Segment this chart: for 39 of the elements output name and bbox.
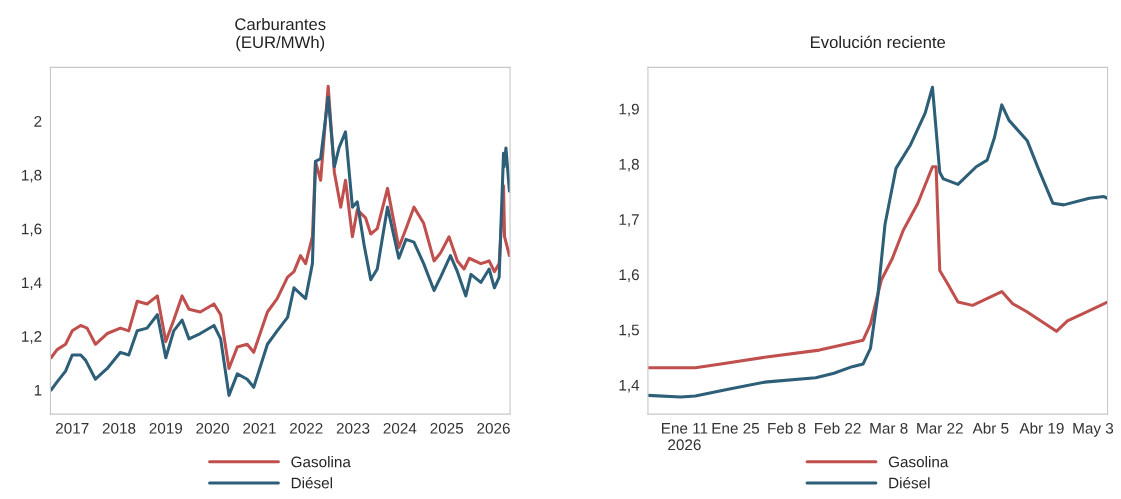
legend-label: Gasolina — [888, 456, 949, 468]
x-tick-label: Mar 22 — [917, 422, 963, 434]
x-tick-label: Feb 22 — [815, 422, 861, 434]
x-tick-label: 2019 — [149, 422, 183, 434]
x-tick-label: Mar 8 — [870, 422, 908, 434]
chart-title: Evolución reciente — [811, 35, 946, 49]
y-tick-label: 1,4 — [619, 379, 640, 393]
y-tick-label: 1,9 — [619, 103, 639, 117]
line-series — [647, 165, 1108, 370]
x-tick-label: 2026 — [477, 422, 510, 434]
x-tick-label: Feb 8 — [768, 422, 806, 434]
legend-label: Gasolina — [291, 456, 351, 468]
chart-title: Carburantes (EUR/MWh) — [235, 17, 326, 52]
y-tick-label: 1,2 — [22, 331, 42, 344]
line-series — [647, 85, 1108, 399]
legend-label: Diésel — [291, 477, 333, 489]
x-tick-label: 2020 — [196, 422, 229, 434]
y-tick-label: 1,6 — [22, 223, 42, 237]
x-tick-label: 2022 — [290, 422, 323, 434]
y-tick-label: 1,8 — [22, 169, 42, 183]
y-tick-label: 1 — [34, 385, 42, 396]
x-tick-label: 2023 — [336, 422, 370, 434]
x-tick-label: 2025 — [430, 422, 464, 434]
x-tick-label: 2017 — [56, 422, 89, 434]
legend-label: Diésel — [889, 477, 930, 489]
x-tick-label: 2021 — [243, 422, 276, 434]
x-tick-label: Abr 5 — [972, 422, 1009, 434]
y-tick-label: 1,7 — [619, 214, 639, 227]
y-tick-label: 2 — [34, 116, 42, 127]
y-tick-label: 1,6 — [619, 269, 639, 282]
y-tick-label: 1,8 — [619, 158, 639, 172]
y-tick-label: 1,4 — [22, 277, 42, 290]
x-tick-label: 2018 — [102, 422, 136, 434]
x-tick-label: 2024 — [383, 422, 417, 434]
x-tick-label: May 3 — [1073, 422, 1114, 437]
y-tick-label: 1,5 — [619, 324, 639, 338]
x-tick-label: Ene 25 — [712, 422, 760, 434]
x-tick-label: Abr 19 — [1019, 422, 1064, 434]
x-tick-label: Ene 11 2026 — [662, 423, 708, 451]
